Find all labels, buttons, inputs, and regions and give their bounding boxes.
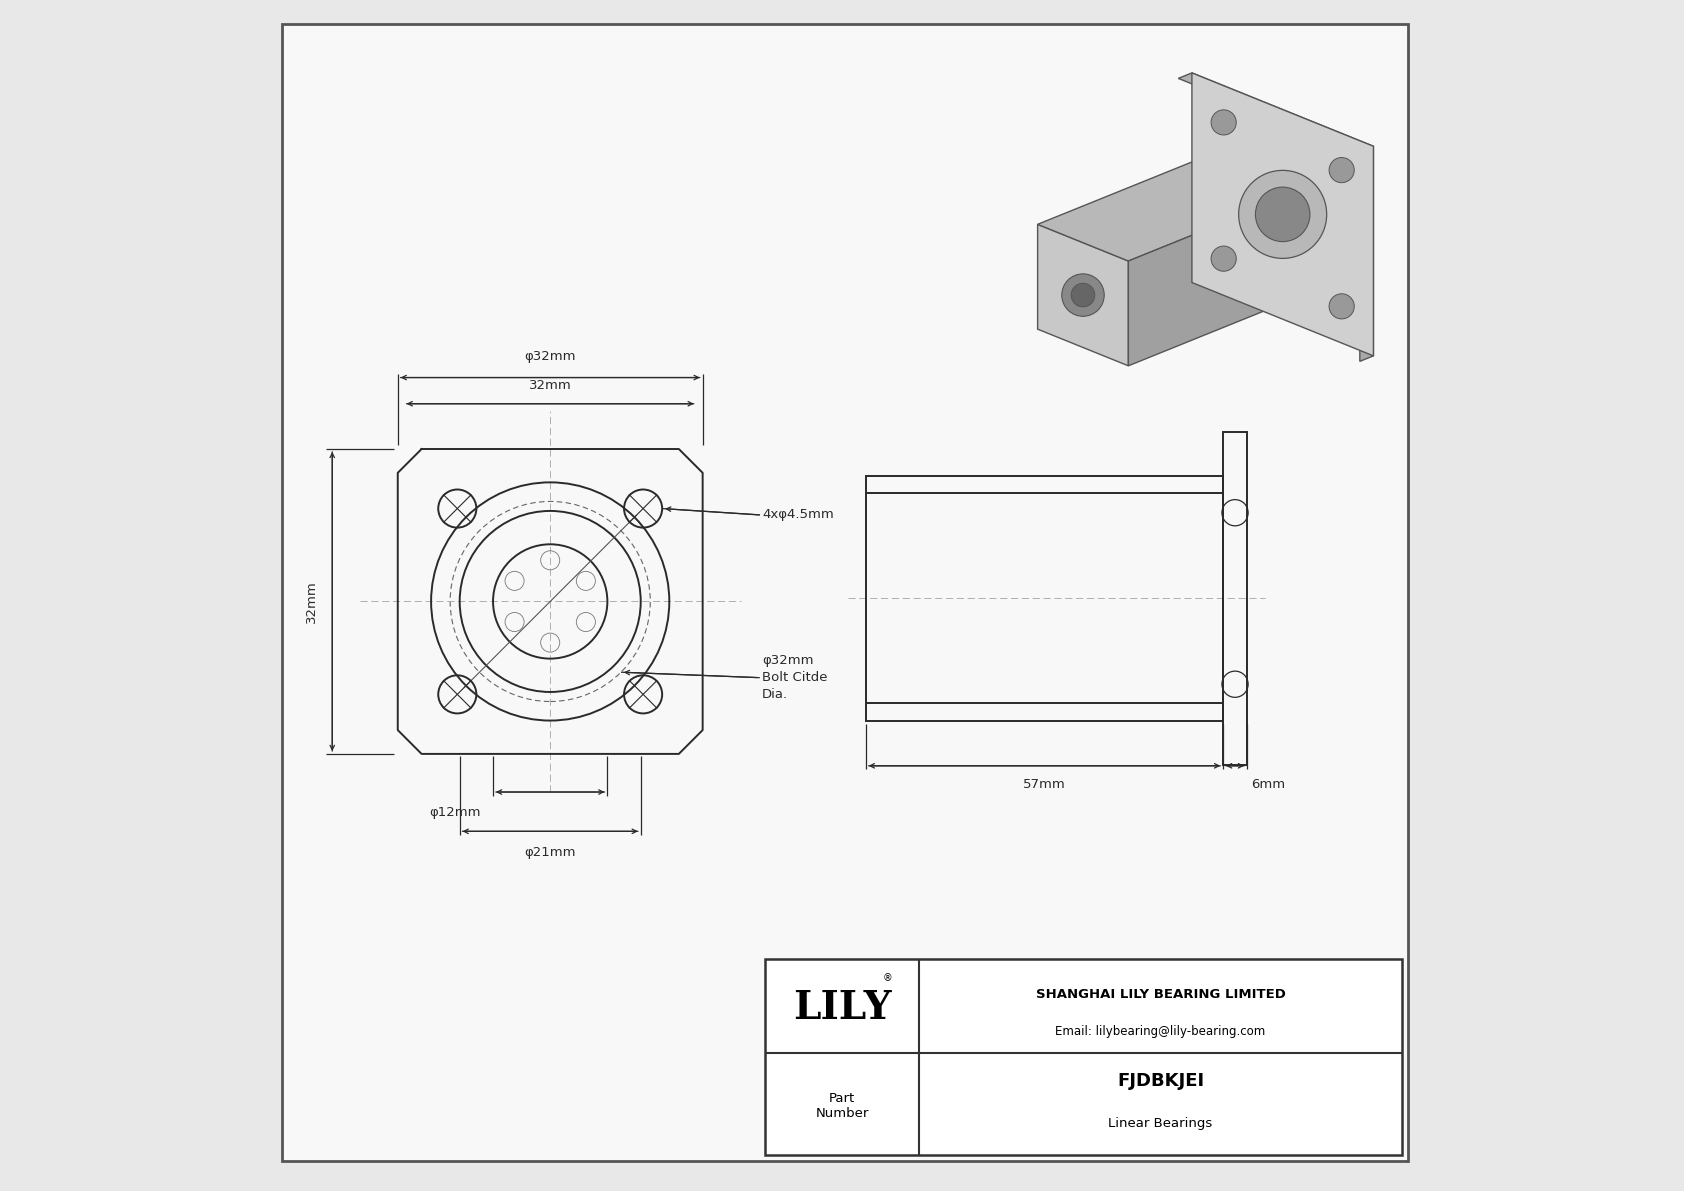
Polygon shape — [1128, 186, 1315, 366]
Circle shape — [1329, 157, 1354, 182]
Circle shape — [1063, 274, 1105, 317]
Circle shape — [1211, 110, 1236, 135]
Text: SHANGHAI LILY BEARING LIMITED: SHANGHAI LILY BEARING LIMITED — [1036, 987, 1285, 1000]
Text: 32mm: 32mm — [529, 379, 571, 392]
Circle shape — [1329, 294, 1354, 319]
Text: φ12mm: φ12mm — [429, 806, 482, 819]
Text: 57mm: 57mm — [1024, 778, 1066, 791]
Text: ®: ® — [882, 973, 893, 983]
Text: 4xφ4.5mm: 4xφ4.5mm — [763, 509, 834, 522]
Circle shape — [1255, 187, 1310, 242]
Text: Linear Bearings: Linear Bearings — [1108, 1117, 1212, 1130]
Text: FJDBKJEI: FJDBKJEI — [1116, 1072, 1204, 1090]
Text: 32mm: 32mm — [305, 580, 318, 623]
Text: Email: lilybearing@lily-bearing.com: Email: lilybearing@lily-bearing.com — [1056, 1025, 1266, 1039]
Polygon shape — [1037, 149, 1315, 261]
Circle shape — [1071, 283, 1095, 307]
Text: φ32mm: φ32mm — [524, 350, 576, 363]
Text: φ32mm
Bolt Citde
Dia.: φ32mm Bolt Citde Dia. — [763, 654, 829, 701]
Text: 6mm: 6mm — [1251, 778, 1285, 791]
Polygon shape — [1179, 73, 1374, 151]
Bar — [866, 476, 1223, 721]
Circle shape — [1239, 170, 1327, 258]
Circle shape — [1211, 247, 1236, 272]
Polygon shape — [1192, 73, 1374, 356]
Text: Part
Number: Part Number — [815, 1092, 869, 1121]
Bar — [765, 959, 1401, 1155]
Polygon shape — [1037, 224, 1128, 366]
Text: LILY: LILY — [793, 989, 891, 1027]
Bar — [1223, 432, 1246, 765]
Polygon shape — [1359, 146, 1374, 361]
Text: φ21mm: φ21mm — [524, 846, 576, 859]
